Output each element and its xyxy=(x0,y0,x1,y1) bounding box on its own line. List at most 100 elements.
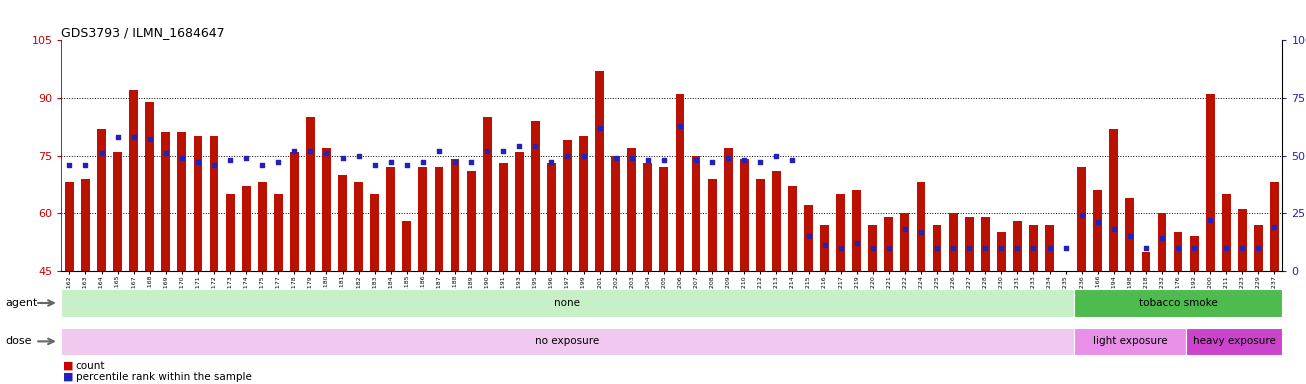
Bar xyxy=(114,152,121,271)
Point xyxy=(846,240,867,246)
Point xyxy=(798,233,819,239)
Bar xyxy=(402,221,411,271)
Point xyxy=(332,155,353,161)
Point xyxy=(461,159,482,166)
Point xyxy=(1135,245,1156,251)
Point xyxy=(1200,217,1221,223)
Point xyxy=(140,136,161,142)
Bar xyxy=(836,194,845,271)
Bar xyxy=(1157,213,1166,271)
Bar xyxy=(692,156,700,271)
Point xyxy=(380,159,401,166)
Bar xyxy=(466,171,475,271)
Point xyxy=(155,150,176,156)
Bar xyxy=(1013,221,1021,271)
Bar xyxy=(371,194,379,271)
Point xyxy=(1183,245,1204,251)
Point xyxy=(573,152,594,159)
Point xyxy=(268,159,289,166)
Point xyxy=(910,228,931,235)
Bar xyxy=(660,167,669,271)
Point xyxy=(235,155,256,161)
Point xyxy=(477,148,498,154)
Bar xyxy=(547,163,556,271)
Bar xyxy=(1186,328,1282,355)
Point xyxy=(670,122,691,129)
Text: light exposure: light exposure xyxy=(1093,336,1168,346)
Bar xyxy=(644,163,652,271)
Point xyxy=(428,148,449,154)
Point xyxy=(558,152,579,159)
Bar xyxy=(1238,209,1247,271)
Text: tobacco smoke: tobacco smoke xyxy=(1139,298,1217,308)
Point xyxy=(283,148,304,154)
Bar xyxy=(1222,194,1230,271)
Bar xyxy=(948,213,957,271)
Point xyxy=(1168,245,1188,251)
Point xyxy=(204,162,225,168)
Bar xyxy=(724,148,733,271)
Bar xyxy=(1141,252,1151,271)
Point xyxy=(1249,245,1269,251)
Point xyxy=(1088,219,1109,225)
Bar xyxy=(532,121,539,271)
Bar xyxy=(354,182,363,271)
Point xyxy=(862,245,883,251)
Bar xyxy=(1074,328,1186,355)
Point xyxy=(1216,245,1237,251)
Bar xyxy=(1126,198,1135,271)
Point xyxy=(349,152,370,159)
Point xyxy=(782,157,803,163)
Bar xyxy=(981,217,990,271)
Bar xyxy=(1190,236,1199,271)
Bar xyxy=(1174,232,1182,271)
Point xyxy=(1264,224,1285,230)
Bar xyxy=(178,132,187,271)
Text: ■: ■ xyxy=(63,372,73,382)
Point xyxy=(188,159,209,166)
Point xyxy=(637,157,658,163)
Text: ■: ■ xyxy=(63,361,73,371)
Bar xyxy=(1045,225,1054,271)
Point xyxy=(413,159,434,166)
Bar xyxy=(1074,289,1282,317)
Point xyxy=(397,162,418,168)
Bar xyxy=(515,152,524,271)
Bar xyxy=(257,182,266,271)
Point xyxy=(444,159,465,166)
Point xyxy=(1152,235,1173,242)
Bar xyxy=(499,163,508,271)
Point xyxy=(765,152,786,159)
Text: agent: agent xyxy=(5,298,38,308)
Bar xyxy=(290,152,299,271)
Point xyxy=(831,245,852,251)
Point xyxy=(525,143,546,149)
Bar xyxy=(917,182,926,271)
Bar xyxy=(853,190,861,271)
Bar xyxy=(820,225,829,271)
Point xyxy=(718,155,739,161)
Bar xyxy=(1062,271,1070,384)
Bar xyxy=(97,129,106,271)
Text: percentile rank within the sample: percentile rank within the sample xyxy=(76,372,252,382)
Point xyxy=(91,150,112,156)
Bar xyxy=(145,102,154,271)
Point xyxy=(74,162,95,168)
Point xyxy=(316,150,337,156)
Bar xyxy=(1093,190,1102,271)
Bar xyxy=(772,171,781,271)
Bar xyxy=(708,179,717,271)
Point xyxy=(605,155,626,161)
Bar xyxy=(162,132,170,271)
Text: dose: dose xyxy=(5,336,31,346)
Bar xyxy=(884,217,893,271)
Point xyxy=(974,245,995,251)
Point xyxy=(1071,212,1092,218)
Bar xyxy=(274,194,282,271)
Point xyxy=(107,134,128,140)
Bar xyxy=(209,136,218,271)
Bar xyxy=(226,194,235,271)
Point xyxy=(1232,245,1252,251)
Bar xyxy=(739,159,748,271)
Bar xyxy=(129,90,138,271)
